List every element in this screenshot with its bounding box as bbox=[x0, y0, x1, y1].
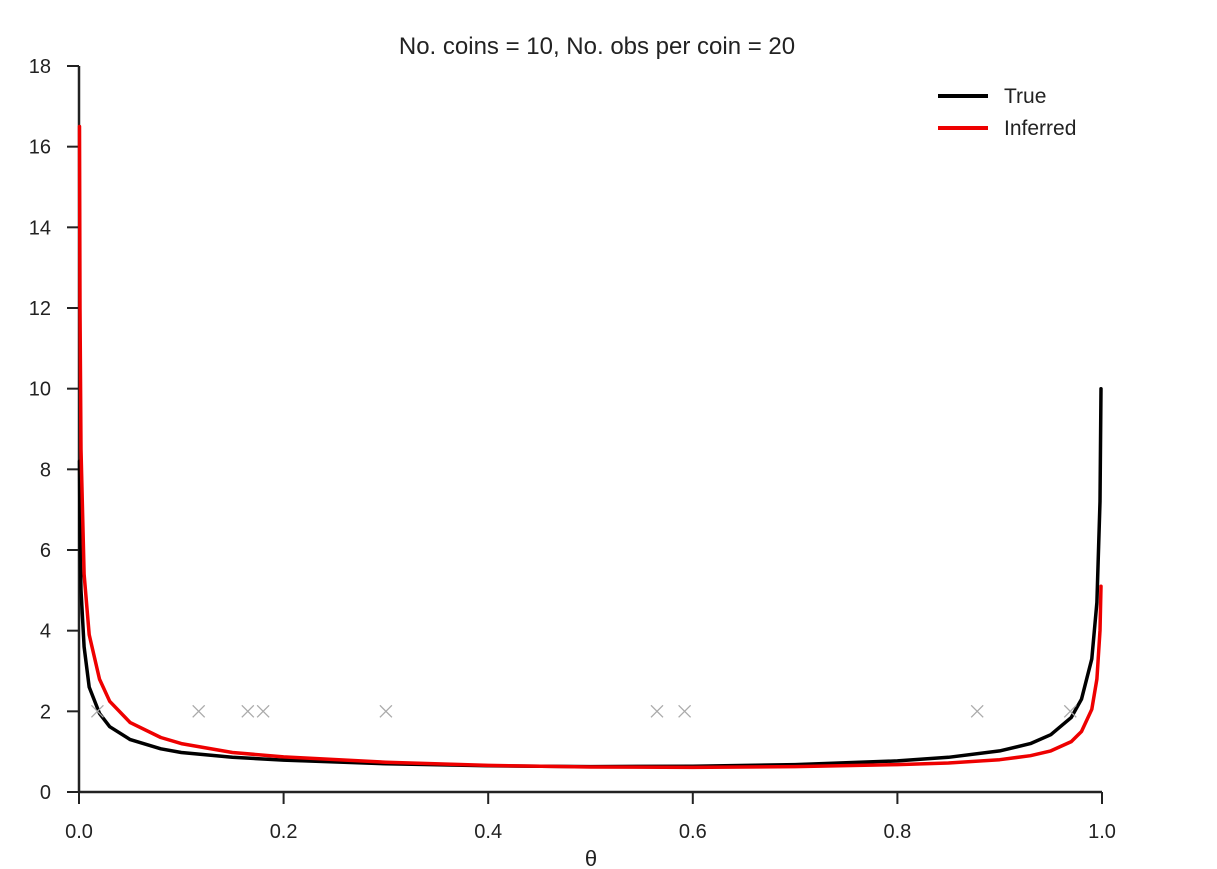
observation-marker bbox=[379, 704, 393, 718]
x-tick-label: 0.0 bbox=[65, 821, 93, 843]
series-line-inferred bbox=[77, 124, 1103, 770]
observation-marker bbox=[970, 704, 984, 718]
observation-marker bbox=[678, 704, 692, 718]
observation-marker bbox=[650, 704, 664, 718]
legend: True Inferred bbox=[938, 85, 1076, 140]
y-tick-label: 0 bbox=[40, 782, 51, 804]
y-tick-label: 16 bbox=[29, 137, 51, 159]
observation-marker bbox=[256, 704, 270, 718]
y-tick-label: 6 bbox=[40, 540, 51, 562]
legend-label: True bbox=[1004, 85, 1046, 108]
x-tick-label: 0.6 bbox=[679, 821, 707, 843]
y-tick-label: 14 bbox=[29, 217, 51, 239]
x-axis: 0.0 0.2 0.4 0.6 0.8 1.0 bbox=[65, 790, 1116, 843]
y-tick-label: 4 bbox=[40, 621, 51, 643]
y-tick-label: 12 bbox=[29, 298, 51, 320]
x-tick-label: 0.8 bbox=[883, 821, 911, 843]
legend-item: True bbox=[938, 85, 1046, 108]
y-axis: 0 2 4 6 8 10 12 14 16 18 bbox=[29, 56, 81, 804]
plot-area bbox=[77, 124, 1103, 770]
legend-label: Inferred bbox=[1004, 117, 1076, 140]
y-tick-label: 18 bbox=[29, 56, 51, 78]
y-tick-label: 8 bbox=[40, 459, 51, 481]
observation-markers bbox=[90, 704, 1077, 718]
x-tick-label: 0.2 bbox=[270, 821, 298, 843]
series-line-true bbox=[77, 386, 1103, 769]
y-tick-label: 10 bbox=[29, 379, 51, 401]
x-tick-label: 1.0 bbox=[1088, 821, 1116, 843]
legend-item: Inferred bbox=[938, 117, 1076, 140]
x-tick-label: 0.4 bbox=[474, 821, 502, 843]
y-tick-label: 2 bbox=[40, 701, 51, 723]
observation-marker bbox=[192, 704, 206, 718]
x-axis-label: θ bbox=[585, 846, 597, 869]
observation-marker bbox=[90, 704, 104, 718]
observation-marker bbox=[241, 704, 255, 718]
chart-title: No. coins = 10, No. obs per coin = 20 bbox=[399, 33, 795, 60]
observation-marker bbox=[1063, 704, 1077, 718]
